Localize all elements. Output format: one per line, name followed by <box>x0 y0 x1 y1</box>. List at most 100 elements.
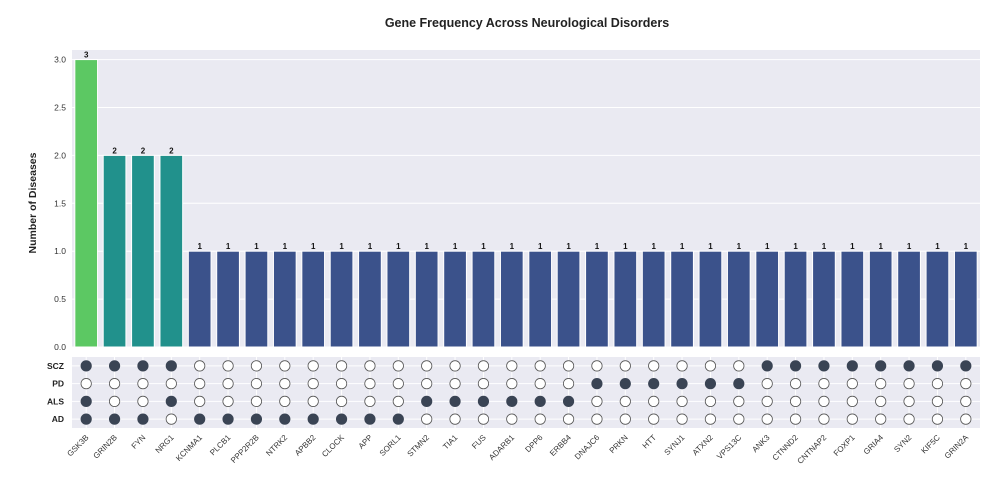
bar-FOXP1 <box>840 250 865 348</box>
matrix-dot-PD-ATXN2 <box>704 378 717 390</box>
matrix-dot-AD-APP <box>364 413 376 425</box>
matrix-dot-ALS-NRG1 <box>165 395 177 407</box>
bar-PLCB1 <box>216 250 240 348</box>
matrix-dot-SCZ-APBB2 <box>307 360 319 372</box>
data-label-SYNJ1: 1 <box>680 242 685 251</box>
matrix-dot-ALS-NTRK2 <box>279 395 291 407</box>
matrix-dot-ALS-PRKN <box>619 395 631 407</box>
matrix-dot-SCZ-GRIA4 <box>875 360 887 372</box>
y-tick-label: 1.5 <box>54 198 66 208</box>
matrix-dot-PD-VPS13C <box>733 378 745 390</box>
data-label-ANK3: 1 <box>765 242 770 251</box>
matrix-dot-ALS-HTT <box>648 395 660 407</box>
data-label-GSK3B: 3 <box>84 51 89 60</box>
bar-CTNND2 <box>783 250 808 348</box>
data-label-DPP6: 1 <box>538 242 543 251</box>
chart-title: Gene Frequency Across Neurological Disor… <box>385 16 669 30</box>
y-tick-label: 0.5 <box>54 294 66 304</box>
matrix-dot-ALS-STMN2 <box>421 395 433 407</box>
matrix-dot-SCZ-DPP6 <box>534 360 546 372</box>
matrix-dot-PD-APP <box>364 378 376 390</box>
matrix-dot-AD-PPP2R2B <box>250 413 263 425</box>
x-tick-label-SYN2: SYN2 <box>892 433 914 455</box>
matrix-dot-SCZ-ERBB4 <box>562 360 575 372</box>
matrix-dot-ALS-ATXN2 <box>704 395 717 407</box>
matrix-dot-ALS-KCNMA1 <box>194 395 206 407</box>
matrix-dot-AD-ATXN2 <box>704 413 717 425</box>
matrix-row-label-PD: PD <box>52 379 64 389</box>
matrix-dot-AD-ANK3 <box>761 413 773 425</box>
matrix-dot-SCZ-NTRK2 <box>279 360 291 372</box>
bar-ERBB4 <box>556 250 581 348</box>
data-label-APBB2: 1 <box>311 242 316 251</box>
data-label-KCNMA1: 1 <box>197 242 202 251</box>
x-tick-label-NTRK2: NTRK2 <box>264 433 289 458</box>
matrix-dot-SCZ-GRIN2A <box>960 360 972 372</box>
matrix-dot-PD-CTNND2 <box>789 378 802 390</box>
matrix-dot-PD-GSK3B <box>80 378 92 390</box>
matrix-dot-AD-ERBB4 <box>562 413 575 425</box>
matrix-dot-ALS-ANK3 <box>761 395 773 407</box>
matrix-dot-PD-ADARB1 <box>506 378 518 390</box>
matrix-dot-ALS-FUS <box>477 395 490 407</box>
x-tick-label-FUS: FUS <box>470 433 488 451</box>
matrix-dot-PD-TIA1 <box>449 378 461 390</box>
matrix-dot-SCZ-PRKN <box>619 360 631 372</box>
x-tick-label-STMN2: STMN2 <box>406 433 432 459</box>
bar-STMN2 <box>414 250 439 348</box>
matrix-dot-ALS-KIF5C <box>931 395 944 407</box>
matrix-dot-SCZ-NRG1 <box>165 360 177 372</box>
data-label-CTNND2: 1 <box>793 242 798 251</box>
matrix-dot-ALS-PLCB1 <box>222 395 234 407</box>
bar-KCNMA1 <box>187 250 212 348</box>
matrix-dot-ALS-APBB2 <box>307 395 319 407</box>
matrix-dot-AD-TIA1 <box>449 413 461 425</box>
matrix-dot-ALS-SYNJ1 <box>676 395 688 407</box>
matrix-dot-AD-FYN <box>137 413 149 425</box>
data-label-SYN2: 1 <box>907 242 912 251</box>
matrix-dot-PD-NTRK2 <box>279 378 291 390</box>
bar-GRIN2A <box>953 250 978 348</box>
data-label-PLCB1: 1 <box>226 242 231 251</box>
matrix-dot-AD-FUS <box>477 413 490 425</box>
matrix-dot-ALS-SYN2 <box>903 395 915 407</box>
bar-ANK3 <box>755 250 780 348</box>
x-tick-label-KIF5C: KIF5C <box>919 433 942 456</box>
matrix-dot-PD-CNTNAP2 <box>818 378 830 390</box>
x-tick-label-CNTNAP2: CNTNAP2 <box>796 433 829 466</box>
x-tick-label-APP: APP <box>357 433 375 451</box>
matrix-dot-ALS-FYN <box>137 395 149 407</box>
matrix-dot-SCZ-FUS <box>477 360 490 372</box>
y-tick-label: 3.0 <box>54 55 66 65</box>
matrix-dot-AD-SYN2 <box>903 413 915 425</box>
x-tick-label-SORL1: SORL1 <box>378 433 403 458</box>
matrix-dot-SCZ-SYN2 <box>903 360 915 372</box>
matrix-dot-AD-CLOCK <box>335 413 348 425</box>
matrix-dot-SCZ-DNAJC6 <box>591 360 603 372</box>
data-label-GRIA4: 1 <box>878 242 883 251</box>
data-label-FOXP1: 1 <box>850 242 855 251</box>
matrix-dot-ALS-TIA1 <box>449 395 461 407</box>
matrix-dot-PD-FYN <box>137 378 149 390</box>
bar-VPS13C <box>726 250 751 348</box>
matrix-dot-AD-KCNMA1 <box>194 413 206 425</box>
matrix-dot-AD-PLCB1 <box>222 413 234 425</box>
data-label-STMN2: 1 <box>424 242 429 251</box>
matrix-dot-SCZ-KCNMA1 <box>194 360 206 372</box>
matrix-dot-ALS-CLOCK <box>335 395 348 407</box>
matrix-dot-PD-SYN2 <box>903 378 915 390</box>
matrix-dot-AD-VPS13C <box>733 413 745 425</box>
x-tick-label-TIA1: TIA1 <box>441 433 460 452</box>
data-label-CNTNAP2: 1 <box>822 242 827 251</box>
matrix-row-label-ALS: ALS <box>47 396 64 406</box>
matrix-dot-AD-GRIN2A <box>960 413 972 425</box>
matrix-dot-SCZ-ADARB1 <box>506 360 518 372</box>
x-tick-label-PLCB1: PLCB1 <box>208 433 233 458</box>
matrix-dot-SCZ-STMN2 <box>421 360 433 372</box>
matrix-dot-PD-GRIN2B <box>108 378 121 390</box>
matrix-dot-PD-KCNMA1 <box>194 378 206 390</box>
matrix-dot-PD-DNAJC6 <box>591 378 603 390</box>
matrix-dot-ALS-DNAJC6 <box>591 395 603 407</box>
membership-matrix: SCZ PD ALS AD <box>47 357 980 428</box>
